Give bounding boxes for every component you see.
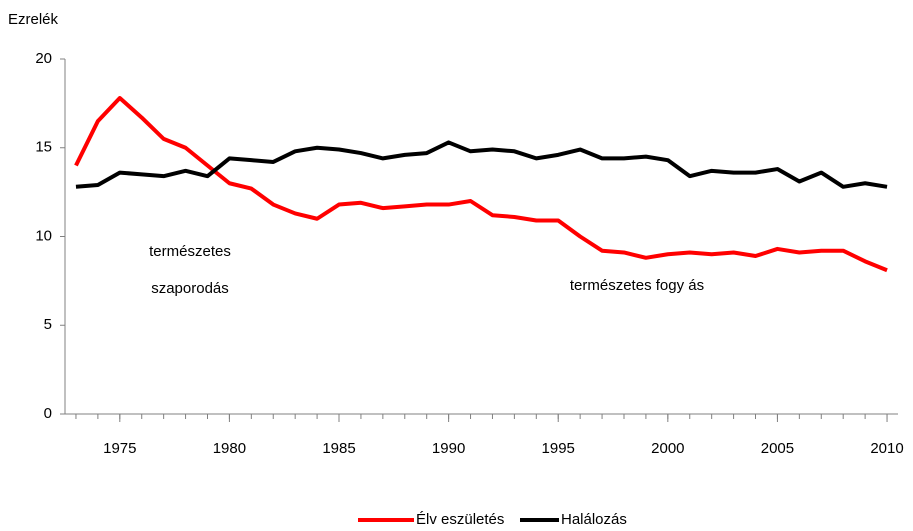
- y-tick-label: 5: [44, 316, 52, 333]
- y-tick-label: 15: [35, 139, 52, 156]
- annotation: természetes: [149, 243, 231, 260]
- x-tick-label: 1985: [322, 440, 355, 457]
- series-line: [75, 140, 888, 189]
- x-tick-label: 1995: [542, 440, 575, 457]
- x-tick-label: 1980: [213, 440, 246, 457]
- legend-label: Halálozás: [561, 511, 627, 528]
- x-tick-label: 1975: [103, 440, 136, 457]
- x-tick-label: 2005: [761, 440, 794, 457]
- y-tick-label: 10: [35, 227, 52, 244]
- y-tick-label: 20: [35, 50, 52, 67]
- x-tick-label: 2000: [651, 440, 684, 457]
- x-tick-label: 1990: [432, 440, 465, 457]
- annotation: természetes fogy ás: [570, 277, 704, 294]
- annotation: szaporodás: [151, 280, 229, 297]
- y-tick-label: 0: [44, 405, 52, 422]
- legend-label: Élv eszületés: [416, 511, 504, 528]
- x-tick-label: 2010: [870, 440, 903, 457]
- series-line: [74, 96, 888, 273]
- y-axis-label: Ezrelék: [8, 11, 59, 28]
